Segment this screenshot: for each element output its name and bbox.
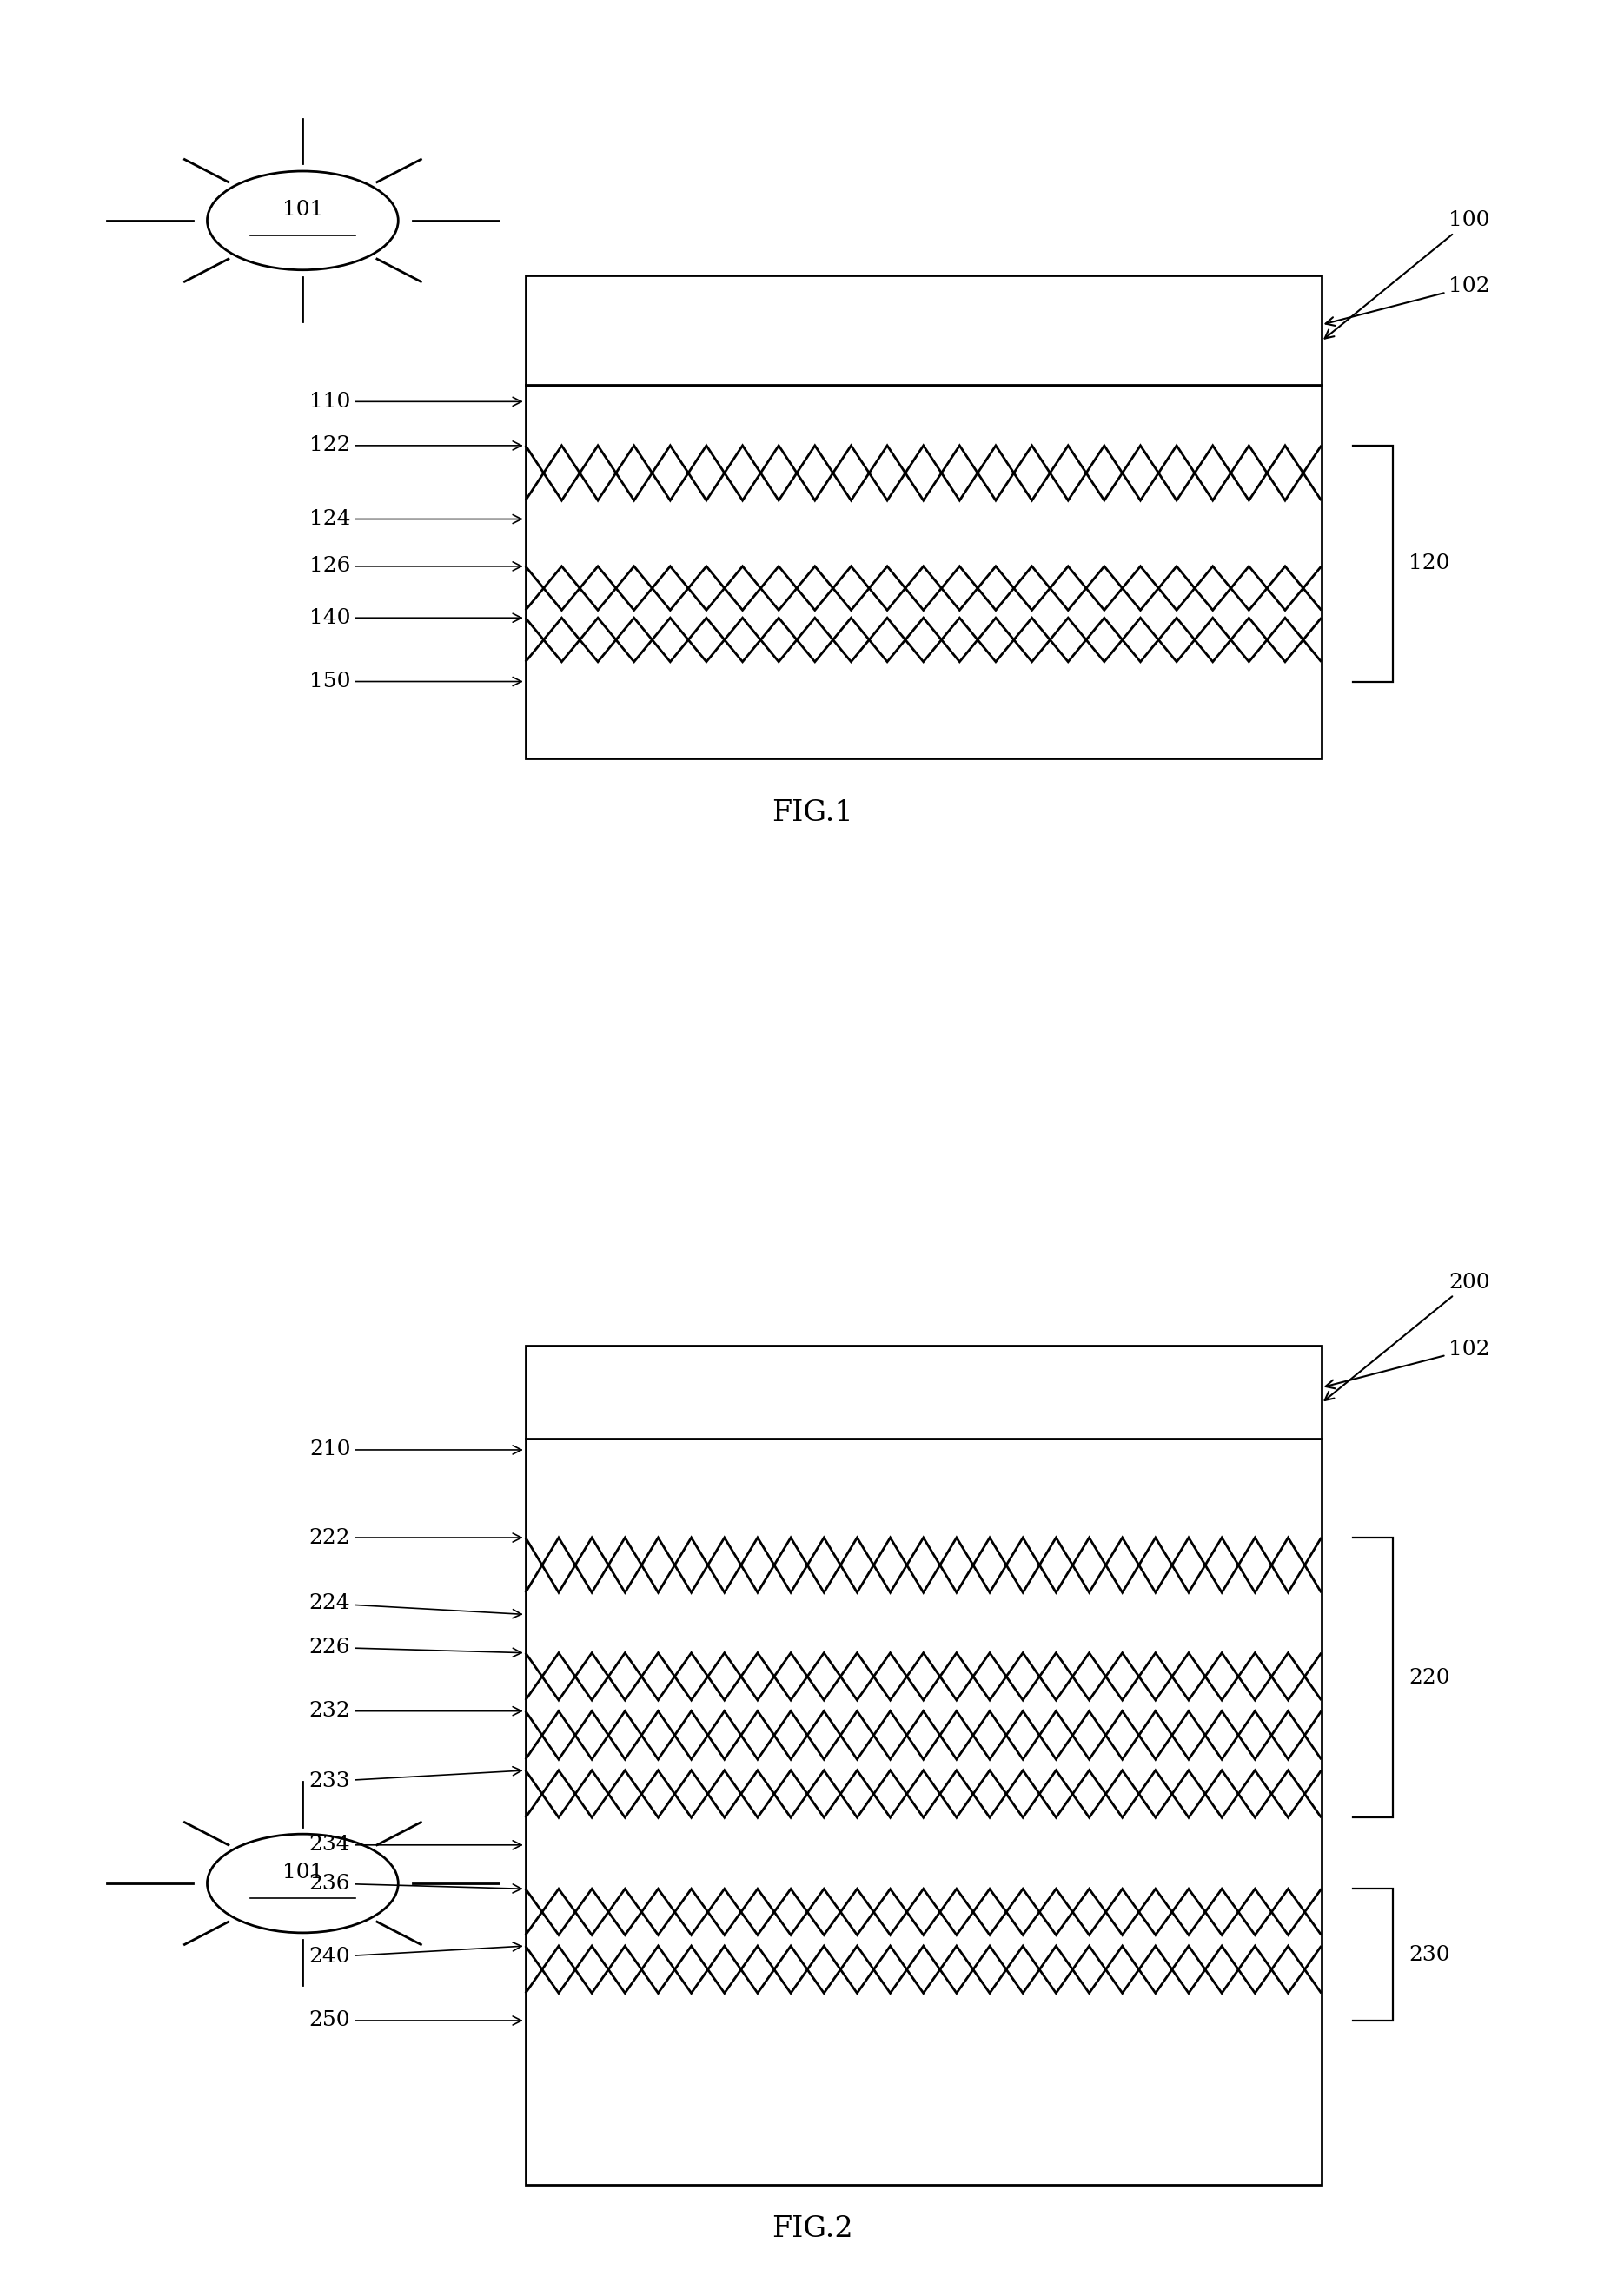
Text: 240: 240 — [309, 1942, 521, 1968]
Text: FIG.2: FIG.2 — [771, 2216, 853, 2243]
Text: 102: 102 — [1325, 1339, 1489, 1389]
Text: 224: 224 — [309, 1593, 521, 1619]
Text: 150: 150 — [309, 670, 521, 691]
Text: 110: 110 — [309, 393, 521, 411]
Text: FIG.1: FIG.1 — [771, 799, 853, 827]
Text: 210: 210 — [309, 1440, 521, 1460]
Text: 101: 101 — [283, 1862, 323, 1883]
Bar — [526, 386, 1322, 758]
Text: 102: 102 — [1325, 276, 1489, 326]
Bar — [526, 1345, 1322, 1440]
Text: 236: 236 — [309, 1874, 521, 1894]
Text: 140: 140 — [309, 608, 521, 627]
Text: 122: 122 — [309, 436, 521, 455]
Text: 233: 233 — [309, 1766, 521, 1791]
Text: 126: 126 — [309, 556, 521, 576]
Text: 226: 226 — [309, 1637, 521, 1658]
Text: 120: 120 — [1410, 553, 1450, 574]
Bar — [526, 276, 1322, 386]
Text: 234: 234 — [309, 1835, 521, 1855]
Ellipse shape — [208, 1835, 398, 1933]
Text: 250: 250 — [309, 2011, 521, 2030]
Bar — [526, 1440, 1322, 2186]
Text: 101: 101 — [283, 200, 323, 220]
Text: 124: 124 — [309, 510, 521, 528]
Text: 222: 222 — [309, 1527, 521, 1548]
Text: 230: 230 — [1410, 1945, 1450, 1965]
Text: 232: 232 — [309, 1701, 521, 1722]
Text: 100: 100 — [1325, 211, 1489, 338]
Ellipse shape — [208, 172, 398, 271]
Text: 200: 200 — [1325, 1272, 1489, 1401]
Text: 220: 220 — [1410, 1667, 1450, 1688]
